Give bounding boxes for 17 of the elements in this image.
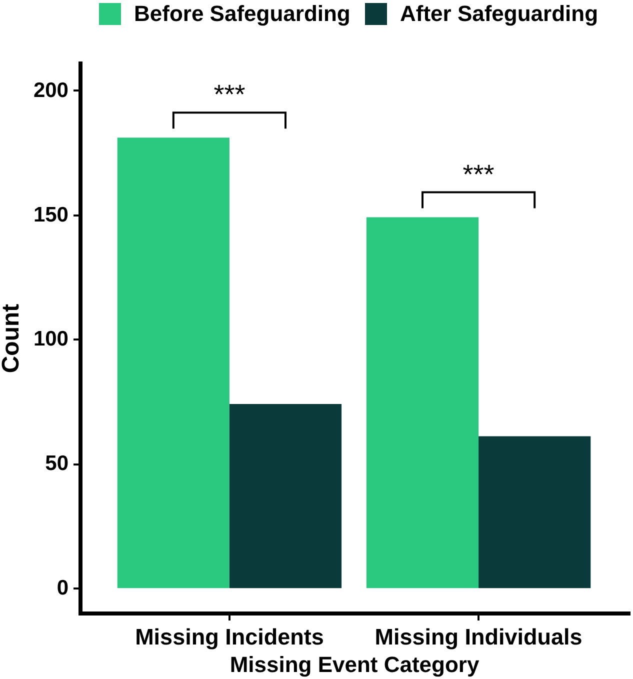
y-axis-title: Count bbox=[0, 304, 24, 374]
y-tick-label: 100 bbox=[33, 328, 68, 351]
annotation: *** bbox=[462, 159, 495, 190]
y-tick-label: 0 bbox=[56, 576, 68, 600]
legend-label: Before Safeguarding bbox=[134, 1, 350, 26]
x-tick-label: Missing Individuals bbox=[374, 624, 582, 650]
annotation: *** bbox=[214, 80, 246, 110]
x-axis-title: Missing Event Category bbox=[230, 652, 480, 677]
bar bbox=[366, 217, 479, 588]
legend-label: After Safeguarding bbox=[400, 1, 598, 26]
y-tick-label: 50 bbox=[45, 452, 68, 476]
bar bbox=[478, 436, 591, 588]
bar bbox=[117, 138, 230, 588]
bar bbox=[229, 404, 342, 588]
y-tick-label: 200 bbox=[33, 78, 68, 102]
x-tick-label: Missing Incidents bbox=[135, 624, 324, 650]
y-tick-label: 150 bbox=[33, 203, 68, 226]
